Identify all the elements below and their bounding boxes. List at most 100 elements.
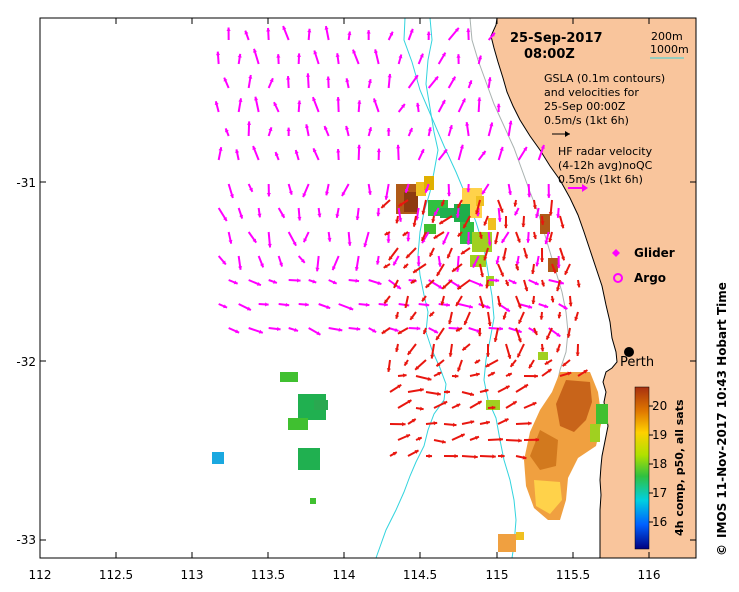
velocity-arrow-head: [466, 241, 471, 245]
colorbar: [634, 386, 650, 550]
velocity-arrow-head: [439, 220, 444, 224]
velocity-arrow-head: [468, 80, 473, 85]
velocity-arrow-head: [419, 53, 424, 58]
velocity-arrow-head: [286, 76, 291, 80]
argo-label: Argo: [634, 271, 666, 285]
velocity-arrow-head: [223, 216, 227, 221]
velocity-arrow-head: [454, 374, 459, 379]
velocity-arrow-head: [568, 302, 573, 307]
velocity-arrow-head: [248, 74, 253, 79]
velocity-arrow-head: [515, 261, 520, 266]
velocity-arrow-head: [345, 78, 350, 83]
velocity-arrow-head: [386, 368, 391, 372]
velocity-arrow-head: [456, 403, 461, 408]
velocity-arrow-head: [425, 283, 430, 288]
velocity-arrow-head: [517, 353, 521, 358]
velocity-arrow-head: [556, 264, 561, 269]
velocity-arrow-head: [249, 187, 253, 192]
velocity-arrow-head: [443, 149, 447, 154]
velocity-arrow-head: [503, 224, 508, 229]
velocity-arrow-head: [238, 98, 243, 103]
velocity-arrow-head: [269, 78, 274, 83]
velocity-arrow-head: [448, 353, 453, 357]
velocity-arrow-head: [477, 97, 482, 101]
velocity-arrow-head: [478, 55, 482, 60]
velocity-arrow-head: [540, 221, 545, 225]
velocity-arrow-head: [257, 213, 262, 218]
velocity-arrow-head: [433, 234, 438, 239]
velocity-arrow-head: [446, 389, 451, 395]
velocity-arrow-head: [397, 330, 402, 334]
velocity-arrow-head: [494, 240, 499, 245]
velocity-arrow-head: [367, 191, 372, 195]
velocity-arrow-head: [535, 262, 540, 267]
velocity-arrow-head: [424, 188, 429, 193]
velocity-arrow-head: [395, 314, 400, 319]
velocity-arrow-head: [535, 214, 540, 218]
velocity-arrow-head: [402, 373, 407, 378]
velocity-arrow-head: [276, 54, 281, 58]
velocity-arrow-head: [386, 239, 391, 243]
velocity-arrow-head: [447, 254, 451, 259]
velocity-arrow-head: [533, 331, 538, 335]
velocity-arrow-head: [294, 149, 299, 154]
velocity-arrow-head: [258, 329, 263, 334]
velocity-arrow-head: [402, 422, 406, 427]
colorbar-label: 18: [652, 457, 667, 471]
gsla-scale-arrow: [552, 131, 570, 137]
velocity-arrow-head: [501, 454, 505, 459]
velocity-arrow-head: [448, 125, 453, 129]
y-tick-label: -33: [16, 533, 36, 547]
x-tick-label: 115: [486, 568, 509, 582]
velocity-arrow-head: [355, 278, 360, 283]
velocity-arrow-head: [523, 147, 527, 152]
velocity-arrow-head: [497, 302, 502, 307]
velocity-arrow-head: [344, 125, 349, 130]
velocity-arrow-head: [490, 372, 495, 376]
colorbar-label: 16: [652, 515, 667, 529]
velocity-arrow-head: [457, 232, 462, 237]
velocity-arrow-head: [486, 304, 491, 309]
velocity-arrow-head: [416, 262, 421, 266]
velocity-arrow-head: [266, 27, 271, 32]
velocity-arrow-head: [254, 96, 259, 101]
velocity-arrow-head: [421, 210, 426, 215]
velocity-arrow-head: [297, 278, 301, 283]
velocity-arrow-head: [491, 405, 496, 410]
velocity-arrow-head: [414, 75, 418, 80]
velocity-arrow-head: [496, 103, 501, 108]
velocity-arrow-head: [420, 149, 425, 154]
velocity-arrow-head: [326, 76, 331, 81]
velocity-arrow-head: [492, 454, 496, 459]
velocity-arrow-head: [297, 100, 302, 105]
velocity-arrow-head: [384, 231, 389, 236]
velocity-arrow-head: [404, 361, 409, 366]
velocity-arrow-head: [434, 329, 439, 334]
velocity-arrow-head: [324, 26, 329, 30]
velocity-arrow-head: [474, 454, 478, 459]
velocity-arrow-head: [470, 392, 474, 397]
velocity-arrow-head: [576, 283, 581, 288]
velocity-arrow-head: [546, 335, 550, 340]
velocity-arrow-head: [288, 190, 293, 195]
velocity-arrow-head: [282, 26, 287, 30]
velocity-arrow-head: [265, 302, 269, 307]
velocity-arrow-head: [393, 283, 398, 288]
velocity-arrow-head: [507, 191, 513, 195]
x-tick-label: 113: [181, 568, 204, 582]
velocity-arrow-head: [427, 127, 432, 132]
velocity-arrow-head: [500, 272, 504, 277]
y-axis-labels: -31 -32 -33: [16, 176, 36, 547]
velocity-arrow-head: [532, 205, 537, 209]
velocity-arrow-head: [384, 195, 389, 200]
velocity-arrow-head: [292, 241, 297, 246]
velocity-arrow-head: [479, 273, 485, 278]
velocity-arrow-head: [307, 28, 312, 33]
velocity-arrow-head: [268, 127, 273, 132]
colorbar-ticks: [649, 405, 653, 523]
velocity-arrow-head: [516, 238, 521, 243]
velocity-arrow-head: [466, 28, 471, 32]
velocity-arrow-head: [305, 73, 311, 77]
credit-text: IMOS 11-Nov-2017 10:43 Hobart Time: [715, 282, 729, 538]
